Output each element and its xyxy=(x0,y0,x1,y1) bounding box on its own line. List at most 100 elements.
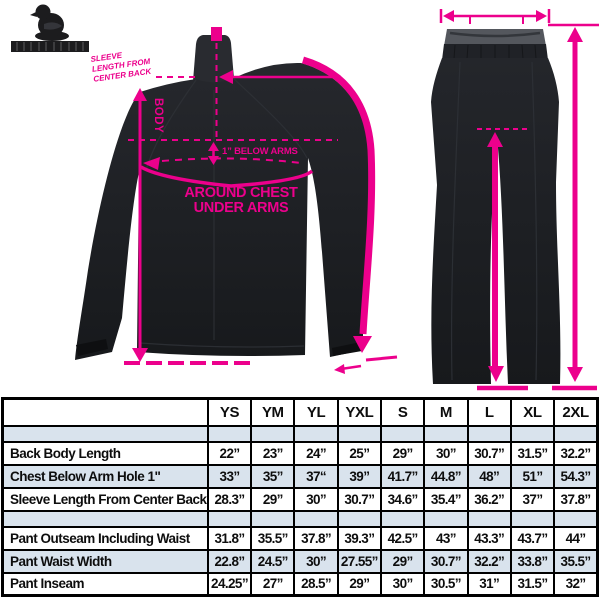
table-row: Pant Outseam Including Waist 31.8” 35.5” 37… xyxy=(1,525,599,551)
measurement-value: 27.55” xyxy=(336,548,383,574)
size-column-header: YM xyxy=(250,397,296,427)
size-column-header: L xyxy=(466,397,512,427)
measurement-value: 51” xyxy=(509,463,556,489)
measurement-value: 30” xyxy=(293,486,339,512)
measurement-value: 30.7” xyxy=(336,486,383,512)
measurement-value: 29” xyxy=(379,548,426,574)
measurement-value: 35.5” xyxy=(250,525,296,551)
measurement-value: 36.2” xyxy=(466,486,512,512)
measurement-value: 54.3” xyxy=(553,463,599,489)
spacer-cell xyxy=(423,509,469,528)
spacer-cell xyxy=(1,509,209,528)
measurement-value: 44.8” xyxy=(423,463,469,489)
measurement-value: 41.7” xyxy=(379,463,426,489)
measurement-label: Chest Below Arm Hole 1" xyxy=(1,463,209,489)
measurement-value: 39.3” xyxy=(336,525,383,551)
measurement-value: 30” xyxy=(423,440,469,466)
spacer-cell xyxy=(509,424,556,443)
size-column-header: 2XL xyxy=(553,397,599,427)
pants-waistband xyxy=(444,29,546,46)
jacket-body xyxy=(75,62,371,361)
jacket-annotations: SLEEVE LENGTH FROM CENTER BACK BODY 1” B… xyxy=(90,27,398,374)
measurement-value: 28.5” xyxy=(293,571,339,597)
measurement-value: 35” xyxy=(250,463,296,489)
measurement-value: 29” xyxy=(379,440,426,466)
measurement-value: 35.5” xyxy=(553,548,599,574)
measurement-value: 32.2” xyxy=(466,548,512,574)
measurement-value: 24.25” xyxy=(206,571,253,597)
measurement-value: 24.5” xyxy=(250,548,296,574)
spacer-cell xyxy=(379,509,426,528)
spacer-cell xyxy=(206,509,253,528)
outseam-arrow xyxy=(548,23,599,391)
sleeve-length-note: SLEEVE LENGTH FROM CENTER BACK xyxy=(90,51,153,84)
measurement-value: 35.4” xyxy=(423,486,469,512)
measurement-value: 30” xyxy=(379,571,426,597)
measurement-value: 39” xyxy=(336,463,383,489)
measurement-value: 31.5” xyxy=(509,571,556,597)
sleeve-length-band xyxy=(301,56,398,374)
measurement-value: 37” xyxy=(509,486,556,512)
spacer-cell xyxy=(336,424,383,443)
header-corner-cell xyxy=(1,397,209,427)
measurement-label: Pant Waist Width xyxy=(1,548,209,574)
table-row: Pant Waist Width 22.8” 24.5” 30” 27.55” 29” 30… xyxy=(1,548,599,574)
spacer-cell xyxy=(250,509,296,528)
around-chest-label-1: AROUND CHEST xyxy=(184,185,298,201)
below-arms-label: 1” BELOW ARMS xyxy=(222,146,298,157)
measurement-value: 30.7” xyxy=(423,548,469,574)
size-table: YS YM YL YXL S M L XL 2XL Back Body Length 22” 23”… xyxy=(1,397,599,597)
measurement-value: 43.7” xyxy=(509,525,556,551)
inseam-arrow xyxy=(477,128,528,391)
bird-emblem-icon xyxy=(30,4,69,41)
measurement-value: 29” xyxy=(250,486,296,512)
body-length-line: BODY xyxy=(124,88,250,365)
table-row: Sleeve Length From Center Back 28.3” 29” 30… xyxy=(1,486,599,512)
spacer-cell xyxy=(379,424,426,443)
measurement-label: Back Body Length xyxy=(1,440,209,466)
size-column-header: S xyxy=(379,397,426,427)
spacer-cell xyxy=(466,509,512,528)
spacer-row xyxy=(1,424,599,443)
measurement-value: 37.8” xyxy=(293,525,339,551)
measurement-value: 25” xyxy=(336,440,383,466)
sleeve-start-arrow xyxy=(156,70,341,84)
measurement-value: 42.5” xyxy=(379,525,426,551)
measurement-value: 43” xyxy=(423,525,469,551)
pants-body xyxy=(431,58,561,384)
size-column-header: YXL xyxy=(336,397,383,427)
pants-illustration xyxy=(431,29,561,384)
measurement-value: 48” xyxy=(466,463,512,489)
measurement-value: 23” xyxy=(250,440,296,466)
spacer-cell xyxy=(250,424,296,443)
table-row: Chest Below Arm Hole 1" 33” 35” 37“ 39” 41.7”… xyxy=(1,463,599,489)
waist-width-arrow xyxy=(439,9,551,24)
spacer-cell xyxy=(553,424,599,443)
spacer-cell xyxy=(293,424,339,443)
measurement-value: 32.2” xyxy=(553,440,599,466)
measurement-value: 22.8” xyxy=(206,548,253,574)
spacer-cell xyxy=(293,509,339,528)
measurement-label: Sleeve Length From Center Back xyxy=(1,486,209,512)
size-column-header: M xyxy=(423,397,469,427)
spacer-cell xyxy=(206,424,253,443)
measurement-value: 27” xyxy=(250,571,296,597)
measurement-value: 30” xyxy=(293,548,339,574)
measurement-value: 22” xyxy=(206,440,253,466)
measurement-value: 37“ xyxy=(293,463,339,489)
spacer-row xyxy=(1,509,599,528)
size-table-header: YS YM YL YXL S M L XL 2XL xyxy=(1,397,599,427)
measurement-value: 31.5” xyxy=(509,440,556,466)
pants-annotations xyxy=(439,9,599,391)
measurement-value: 32” xyxy=(553,571,599,597)
spacer-cell xyxy=(509,509,556,528)
table-row: Pant Inseam 24.25” 27” 28.5” 29” 30” 30.5” 31” 3… xyxy=(1,571,599,597)
around-chest-ellipse: AROUND CHEST UNDER ARMS xyxy=(140,157,314,216)
measurement-value: 28.3” xyxy=(206,486,253,512)
brand-wordmark xyxy=(11,41,89,52)
brand-logo xyxy=(11,4,89,52)
measurement-value: 30.7” xyxy=(466,440,512,466)
jacket-collar xyxy=(193,35,234,84)
size-column-header: YS xyxy=(206,397,253,427)
